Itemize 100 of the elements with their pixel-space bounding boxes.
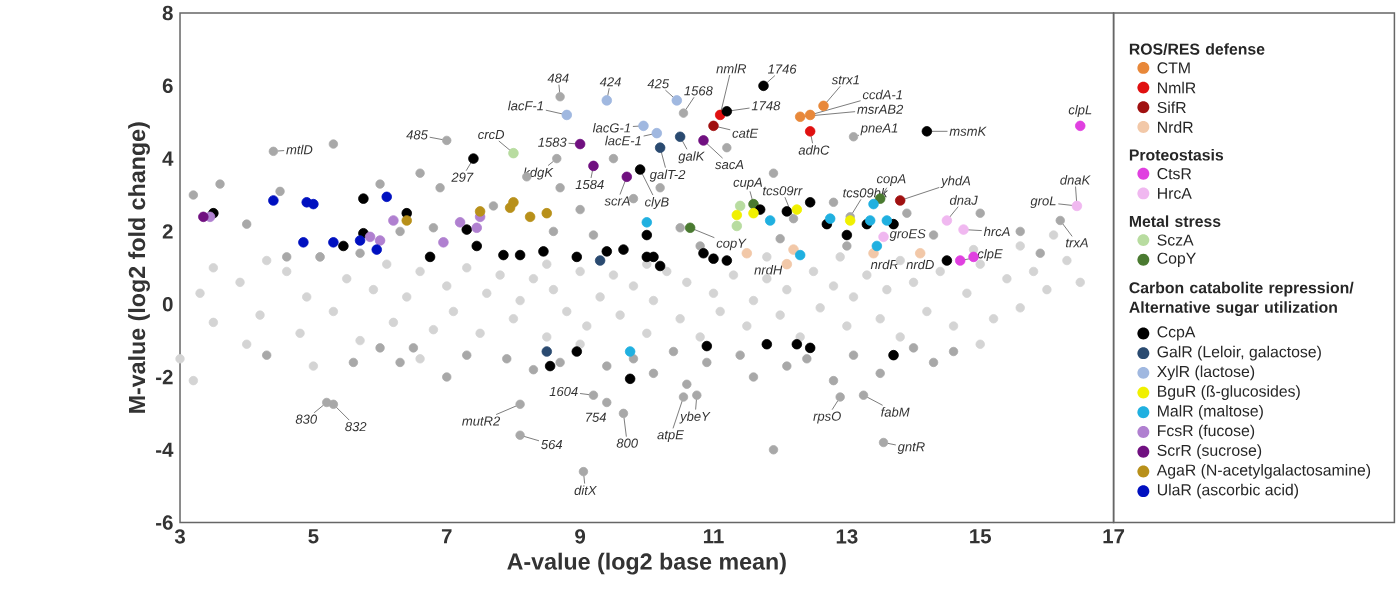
point (588, 160, 599, 171)
point (731, 209, 743, 221)
point (881, 215, 893, 226)
y-tick-label: 2 (162, 224, 173, 239)
point (731, 220, 743, 231)
point (804, 109, 816, 120)
point (781, 206, 793, 217)
x-tick-label: 9 (575, 528, 586, 544)
point (541, 207, 552, 219)
point (684, 222, 696, 233)
point (941, 255, 953, 266)
point (791, 338, 803, 350)
point (461, 224, 472, 235)
point (508, 196, 519, 208)
point (298, 236, 309, 248)
point (574, 138, 586, 150)
point (508, 147, 519, 159)
point (634, 164, 646, 175)
point (198, 211, 209, 222)
point (594, 255, 606, 266)
point (541, 346, 552, 357)
point (641, 216, 653, 228)
point (621, 171, 632, 182)
y-tick-label: 4 (162, 151, 174, 166)
y-tick-label: 6 (162, 78, 173, 93)
y-axis-title: M-value (log2 fold change) (128, 122, 150, 413)
x-tick-label: 15 (970, 528, 992, 544)
x-tick-label: 7 (441, 528, 452, 544)
point (1075, 120, 1086, 131)
point (818, 100, 829, 111)
point (571, 346, 582, 357)
y-tick-label: -4 (156, 442, 174, 457)
point (601, 94, 612, 106)
point (868, 198, 879, 210)
point (641, 229, 653, 241)
point (791, 204, 803, 215)
point (454, 216, 466, 228)
point (624, 373, 636, 384)
point (358, 193, 369, 204)
point (671, 94, 683, 106)
point (841, 229, 853, 241)
point (748, 207, 759, 219)
point (638, 120, 649, 131)
point (651, 127, 663, 139)
point (1071, 200, 1083, 211)
point (561, 109, 572, 120)
y-tick-label: 8 (162, 5, 173, 21)
point (894, 195, 906, 206)
point (871, 240, 883, 251)
point (328, 236, 339, 248)
point (371, 244, 382, 255)
point (968, 251, 979, 262)
point (878, 231, 889, 242)
point (698, 135, 709, 146)
x-tick-label: 5 (308, 528, 319, 544)
point (544, 360, 556, 372)
point (338, 240, 349, 251)
point (915, 247, 926, 259)
point (388, 215, 399, 226)
point (424, 251, 436, 262)
point (674, 131, 686, 142)
point (471, 222, 482, 233)
point (381, 191, 392, 202)
point (698, 247, 709, 259)
point (364, 231, 376, 242)
x-tick-label: 11 (703, 528, 724, 544)
point (748, 198, 759, 210)
point (601, 246, 612, 257)
point (788, 244, 799, 255)
point (468, 153, 479, 164)
point (761, 338, 773, 350)
point (354, 235, 366, 246)
point (921, 125, 933, 137)
point (721, 255, 733, 266)
point (401, 215, 412, 226)
point (824, 213, 836, 224)
point (758, 80, 769, 91)
point (955, 255, 966, 266)
point (524, 211, 536, 222)
point (708, 120, 719, 131)
point (701, 340, 713, 352)
point (764, 215, 776, 226)
point (471, 240, 482, 251)
point (498, 249, 509, 261)
point (268, 195, 279, 206)
point (958, 224, 969, 235)
point (888, 349, 899, 361)
point (538, 246, 549, 257)
point (654, 260, 666, 271)
point (654, 142, 666, 153)
x-tick-label: 3 (174, 528, 185, 544)
point (514, 249, 526, 261)
point (941, 215, 953, 226)
point (781, 258, 793, 270)
point (794, 111, 806, 122)
x-tick-label: 13 (836, 528, 858, 544)
x-tick-label: 17 (1103, 528, 1125, 544)
y-tick-label: 0 (162, 296, 173, 312)
point (804, 342, 816, 353)
y-tick-label: -6 (156, 515, 173, 530)
